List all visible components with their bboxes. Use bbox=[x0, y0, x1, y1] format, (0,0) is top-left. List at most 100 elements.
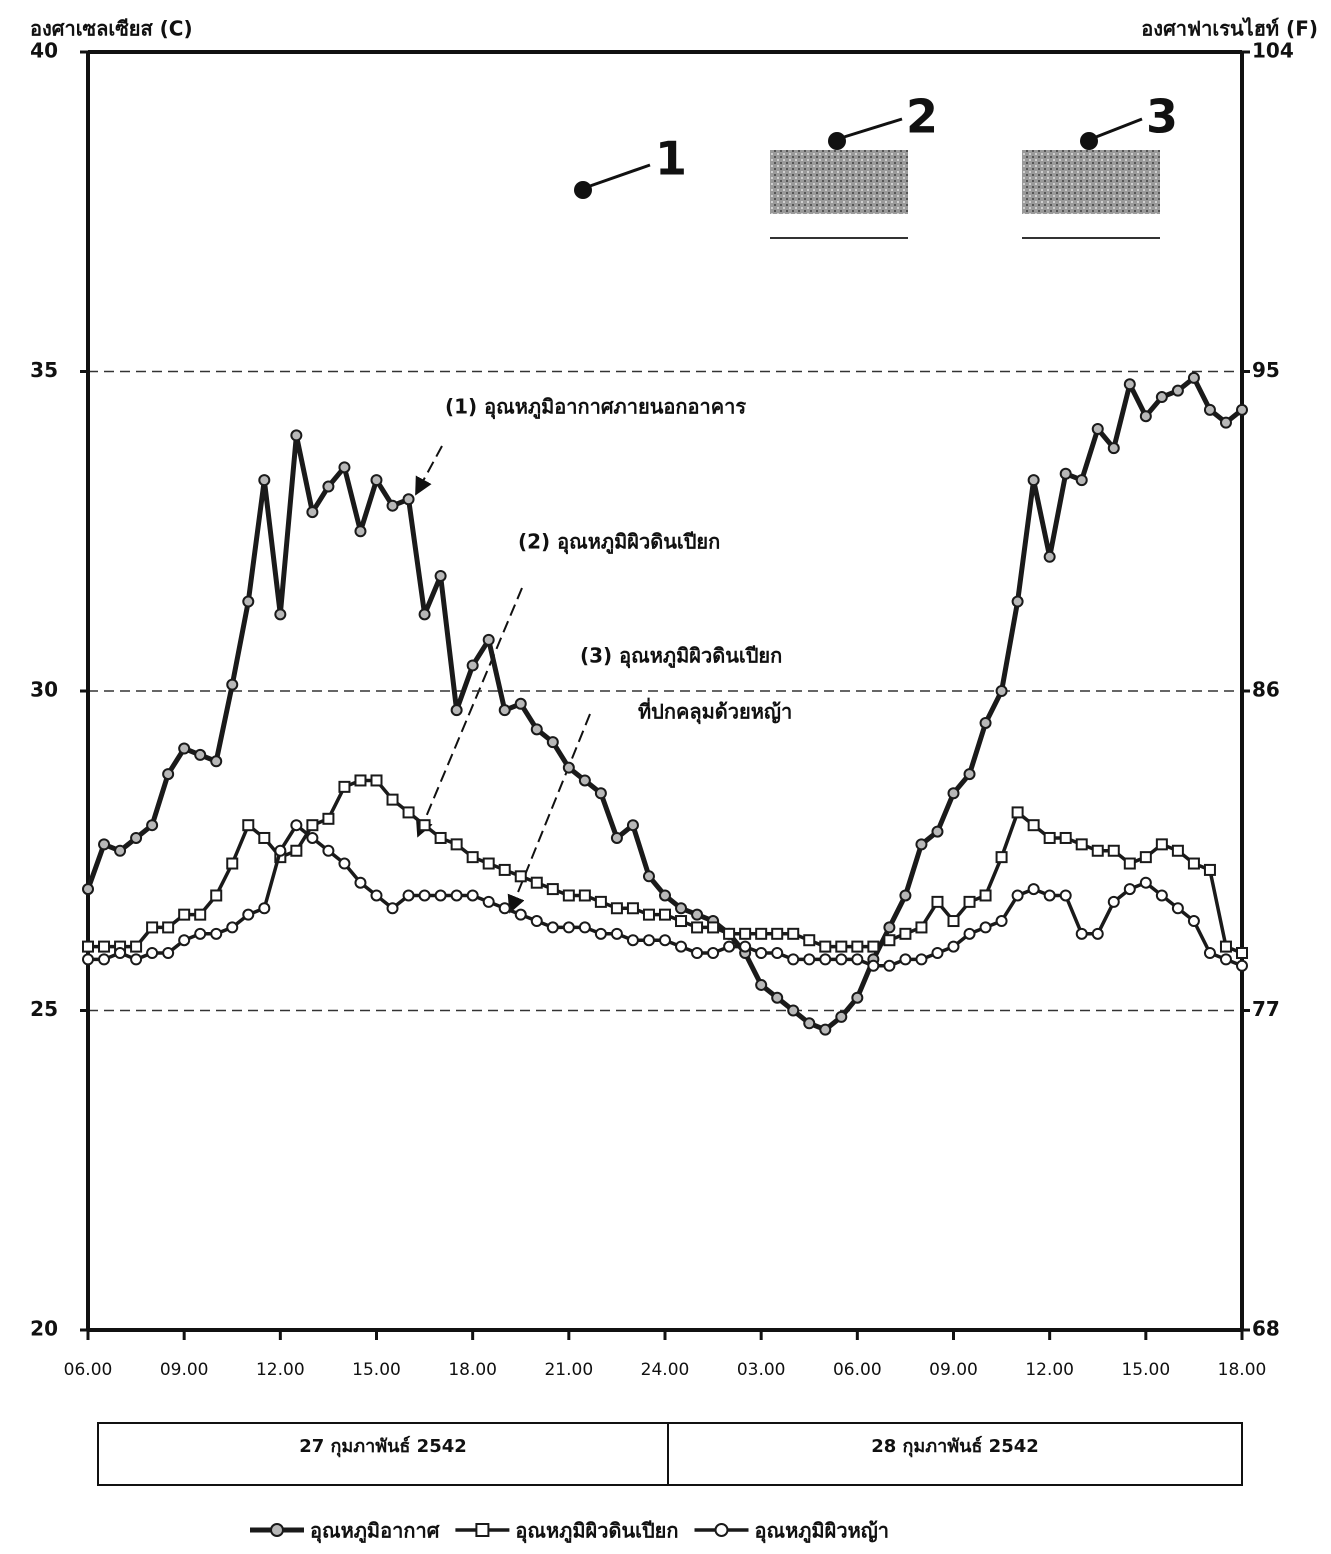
grass-block bbox=[1022, 150, 1160, 214]
data-marker bbox=[516, 699, 526, 709]
annotation: (2) อุณหภูมิผิวดินเปียก bbox=[518, 530, 720, 556]
y-tick-label: 30 bbox=[30, 678, 58, 702]
data-marker bbox=[804, 954, 814, 964]
data-marker bbox=[1093, 846, 1103, 856]
data-marker bbox=[355, 526, 365, 536]
data-marker bbox=[83, 884, 93, 894]
data-marker bbox=[1205, 405, 1215, 415]
data-marker bbox=[644, 871, 654, 881]
data-marker bbox=[1173, 846, 1183, 856]
data-marker bbox=[227, 680, 237, 690]
site-leader bbox=[1096, 119, 1142, 137]
data-marker bbox=[612, 833, 622, 843]
data-marker bbox=[420, 890, 430, 900]
y2-axis-title: องศาฟาเรนไฮท์ (F) bbox=[1141, 17, 1318, 41]
data-marker bbox=[99, 954, 109, 964]
data-marker bbox=[788, 1006, 798, 1016]
legend-label: อุณหภูมิผิวหญ้า bbox=[755, 1519, 890, 1545]
legend: อุณหภูมิอากาศอุณหภูมิผิวดินเปียกอุณหภูมิ… bbox=[250, 1519, 889, 1545]
data-marker bbox=[1077, 475, 1087, 485]
data-marker bbox=[500, 903, 510, 913]
site-leader bbox=[844, 119, 902, 137]
data-marker bbox=[83, 942, 93, 952]
data-marker bbox=[355, 775, 365, 785]
data-marker bbox=[852, 942, 862, 952]
data-marker bbox=[564, 763, 574, 773]
data-marker bbox=[724, 942, 734, 952]
data-marker bbox=[820, 1025, 830, 1035]
data-marker bbox=[868, 961, 878, 971]
data-marker bbox=[596, 788, 606, 798]
data-marker bbox=[852, 993, 862, 1003]
data-marker bbox=[532, 878, 542, 888]
data-marker bbox=[1045, 833, 1055, 843]
data-marker bbox=[339, 859, 349, 869]
data-marker bbox=[949, 916, 959, 926]
data-marker bbox=[307, 833, 317, 843]
data-marker bbox=[115, 846, 125, 856]
data-marker bbox=[1205, 865, 1215, 875]
x-tick-label: 06.00 bbox=[833, 1360, 882, 1380]
data-marker bbox=[420, 820, 430, 830]
data-marker bbox=[1077, 839, 1087, 849]
date-box bbox=[98, 1423, 1242, 1485]
data-marker bbox=[532, 724, 542, 734]
annotation-arrow bbox=[416, 446, 442, 494]
data-marker bbox=[1045, 890, 1055, 900]
data-marker bbox=[436, 571, 446, 581]
data-marker bbox=[596, 897, 606, 907]
data-marker bbox=[932, 827, 942, 837]
data-marker bbox=[163, 769, 173, 779]
data-marker bbox=[756, 948, 766, 958]
data-marker bbox=[644, 935, 654, 945]
data-marker bbox=[195, 910, 205, 920]
data-marker bbox=[1109, 846, 1119, 856]
data-marker bbox=[981, 890, 991, 900]
x-tick-label: 06.00 bbox=[64, 1360, 113, 1380]
data-marker bbox=[115, 948, 125, 958]
data-marker bbox=[724, 929, 734, 939]
data-marker bbox=[1029, 475, 1039, 485]
data-marker bbox=[1237, 405, 1247, 415]
data-marker bbox=[1141, 852, 1151, 862]
data-marker bbox=[1109, 443, 1119, 453]
data-marker bbox=[900, 954, 910, 964]
data-marker bbox=[468, 660, 478, 670]
data-marker bbox=[740, 929, 750, 939]
data-marker bbox=[388, 903, 398, 913]
data-marker bbox=[932, 897, 942, 907]
data-marker bbox=[1013, 890, 1023, 900]
data-marker bbox=[372, 775, 382, 785]
site-label: 1 bbox=[655, 132, 687, 186]
data-marker bbox=[1125, 884, 1135, 894]
data-marker bbox=[211, 929, 221, 939]
data-marker bbox=[836, 942, 846, 952]
y-axis-title: องศาเซลเซียส (C) bbox=[30, 17, 193, 41]
data-marker bbox=[227, 859, 237, 869]
x-tick-label: 12.00 bbox=[1025, 1360, 1074, 1380]
data-marker bbox=[1077, 929, 1087, 939]
y2-tick-label: 95 bbox=[1252, 358, 1280, 382]
data-marker bbox=[660, 890, 670, 900]
data-marker bbox=[500, 705, 510, 715]
data-marker bbox=[147, 948, 157, 958]
data-marker bbox=[404, 890, 414, 900]
data-marker bbox=[468, 890, 478, 900]
data-marker bbox=[820, 954, 830, 964]
y-tick-label: 20 bbox=[30, 1317, 58, 1341]
data-marker bbox=[692, 922, 702, 932]
data-marker bbox=[436, 890, 446, 900]
y2-tick-label: 104 bbox=[1252, 39, 1294, 63]
data-marker bbox=[355, 878, 365, 888]
data-marker bbox=[1013, 597, 1023, 607]
data-marker bbox=[291, 846, 301, 856]
data-marker bbox=[949, 788, 959, 798]
data-marker bbox=[1157, 839, 1167, 849]
data-marker bbox=[884, 935, 894, 945]
data-marker bbox=[756, 929, 766, 939]
data-marker bbox=[99, 942, 109, 952]
data-marker bbox=[404, 494, 414, 504]
x-tick-label: 03.00 bbox=[737, 1360, 786, 1380]
data-marker bbox=[468, 852, 478, 862]
y2-tick-label: 86 bbox=[1252, 678, 1280, 702]
